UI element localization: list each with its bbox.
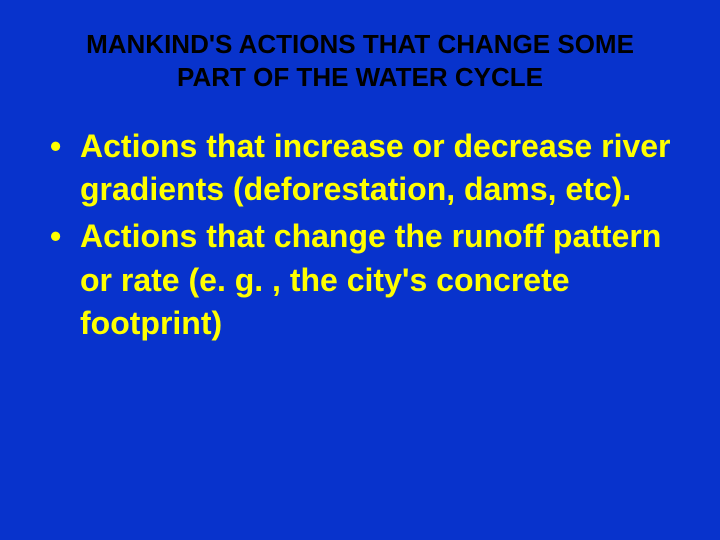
slide-title: MANKIND'S ACTIONS THAT CHANGE SOME PART … <box>40 28 680 93</box>
bullet-marker: • <box>50 125 80 211</box>
slide-container: MANKIND'S ACTIONS THAT CHANGE SOME PART … <box>0 0 720 540</box>
bullet-item: • Actions that change the runoff pattern… <box>50 215 680 345</box>
bullet-text: Actions that increase or decrease river … <box>80 125 680 211</box>
bullet-item: • Actions that increase or decrease rive… <box>50 125 680 211</box>
bullet-text: Actions that change the runoff pattern o… <box>80 215 680 345</box>
bullet-marker: • <box>50 215 80 345</box>
bullet-list: • Actions that increase or decrease rive… <box>40 125 680 345</box>
